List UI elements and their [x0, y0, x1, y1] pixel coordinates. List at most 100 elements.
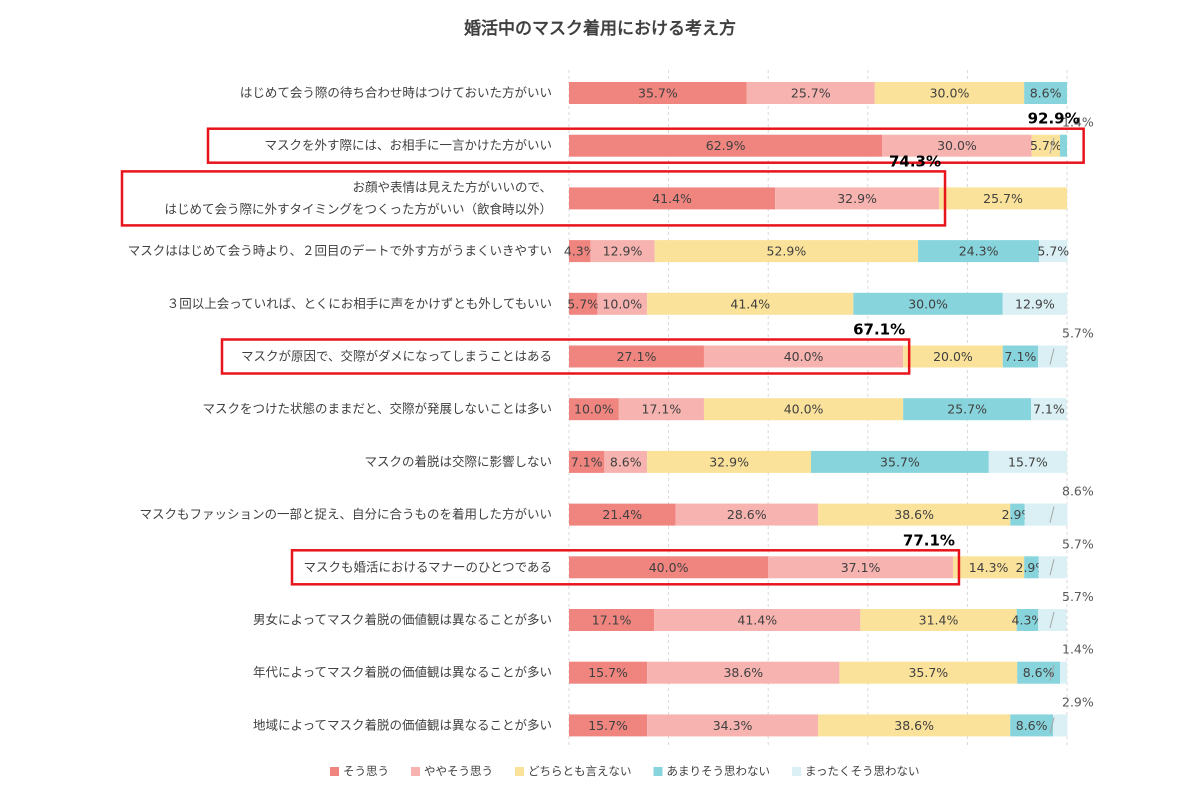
highlight-total: 77.1%	[903, 531, 955, 549]
category-label: ３回以上会っていれば、とくにお相手に声をかけずとも外してもいい	[167, 296, 552, 311]
data-label: 7.1%	[1005, 349, 1037, 364]
data-label: 35.7%	[880, 454, 920, 469]
data-label: 8.6%	[1016, 718, 1048, 733]
highlight-box	[220, 338, 911, 375]
data-label: 10.0%	[574, 402, 614, 417]
callout-label: 5.7%	[1062, 326, 1094, 341]
bar-segment	[647, 450, 812, 473]
bar-segment	[1002, 292, 1067, 315]
bar-segment	[675, 503, 818, 526]
data-label: 25.7%	[983, 191, 1023, 206]
bar-segment	[1024, 503, 1068, 526]
bar-segment	[647, 714, 818, 737]
category-label: 地域によってマスク着脱の価値観は異なることが多い	[253, 717, 552, 732]
data-label: 31.4%	[919, 613, 959, 628]
data-label: 38.6%	[894, 718, 934, 733]
bar-segment	[569, 609, 655, 631]
data-label: 37.1%	[841, 560, 881, 575]
category-label: 年代によってマスク着脱の価値観は異なることが多い	[253, 665, 552, 680]
data-label: 62.9%	[706, 138, 746, 153]
category-label: マスクが原因で、交際がダメになってしまうことはある	[241, 349, 552, 364]
callout-label: 2.9%	[1062, 694, 1094, 709]
bar-segment	[654, 609, 861, 631]
data-label: 30.0%	[930, 86, 970, 101]
data-label: 15.7%	[588, 718, 628, 733]
data-label: 40.0%	[649, 560, 689, 575]
category-label: 男女によってマスク着脱の価値観は異なることが多い	[253, 612, 552, 627]
data-label: 35.7%	[638, 86, 678, 101]
bar-segment	[569, 345, 704, 368]
data-label: 17.1%	[592, 613, 632, 628]
highlight-box	[120, 170, 947, 227]
bar-segment	[874, 82, 1025, 104]
category-label: マスクを外す際には、お相手に一言かけた方がいい	[264, 138, 552, 153]
legend-label: まったくそう思わない	[805, 764, 920, 778]
bar-segment	[703, 398, 904, 421]
legend-label: あまりそう思わない	[667, 764, 771, 778]
bar-segment	[952, 556, 1025, 579]
legend-swatch	[653, 767, 663, 776]
legend-swatch	[515, 767, 524, 776]
data-label: 8.6%	[1023, 665, 1055, 680]
data-label: 5.7%	[1030, 138, 1062, 153]
highlight-box	[290, 549, 961, 586]
data-label: 25.7%	[947, 402, 987, 417]
bar-segment	[1039, 240, 1068, 263]
bar-segment	[818, 503, 1011, 526]
data-label: 5.7%	[1037, 244, 1069, 259]
data-label: 30.0%	[937, 138, 977, 153]
callout-label: 5.7%	[1062, 589, 1094, 604]
data-label: 7.1%	[1033, 402, 1065, 417]
bar-segment	[569, 661, 648, 684]
data-label: 4.3%	[564, 244, 596, 259]
bar-segment	[903, 398, 1032, 421]
category-label: マスクをつけた状態のままだと、交際が発展しないことは多い	[202, 401, 552, 416]
bar-segment	[647, 661, 840, 684]
callout-leader	[1049, 559, 1055, 576]
bar-segment	[903, 345, 1003, 368]
callout-leader	[1049, 717, 1055, 734]
bar-segment	[1024, 556, 1039, 579]
data-label: 4.3%	[1012, 613, 1044, 628]
data-label: 17.1%	[642, 402, 682, 417]
data-label: 8.6%	[1030, 86, 1062, 101]
bar-segment	[811, 450, 989, 473]
bar-segment	[918, 240, 1040, 263]
legend-label: ややそう思う	[424, 764, 493, 778]
bar-segment	[1017, 661, 1061, 684]
data-label: 8.6%	[610, 454, 642, 469]
bar-segment	[1060, 661, 1067, 684]
bar-segment	[775, 187, 940, 210]
bar-segment	[1002, 345, 1039, 368]
category-label: お顔や表情は見えた方がいいので、	[352, 179, 552, 194]
bar-segment	[1038, 556, 1067, 579]
bar-segment	[569, 450, 605, 473]
data-label: 32.9%	[837, 191, 877, 206]
data-label: 40.0%	[784, 402, 824, 417]
bar-segment	[569, 82, 747, 104]
data-label: 15.7%	[588, 665, 628, 680]
category-label: はじめて会う際の待ち合わせ時はつけておいた方がいい	[240, 85, 552, 100]
data-label: 7.1%	[571, 454, 603, 469]
callout-leader	[1049, 348, 1055, 365]
highlight-total: 74.3%	[889, 152, 941, 170]
data-label: 21.4%	[602, 507, 642, 522]
data-label: 38.6%	[894, 507, 934, 522]
bar-segment	[818, 714, 1011, 737]
legend-swatch	[411, 767, 420, 776]
data-label: 52.9%	[767, 244, 807, 259]
category-label: マスクもファッションの一部と捉え、自分に合うものを着用した方がいい	[139, 507, 552, 522]
data-label: 14.3%	[969, 560, 1009, 575]
legend-swatch	[330, 767, 339, 776]
category-label: マスクも婚活におけるマナーのひとつである	[303, 559, 552, 574]
bar-segment	[988, 450, 1067, 473]
bar-segment	[604, 450, 648, 473]
data-label: 24.3%	[959, 244, 999, 259]
data-label: 27.1%	[617, 349, 657, 364]
bar-segment	[590, 240, 655, 263]
bar-segment	[569, 134, 883, 157]
callout-label: 1.4%	[1062, 115, 1094, 130]
data-label: 25.7%	[791, 86, 831, 101]
